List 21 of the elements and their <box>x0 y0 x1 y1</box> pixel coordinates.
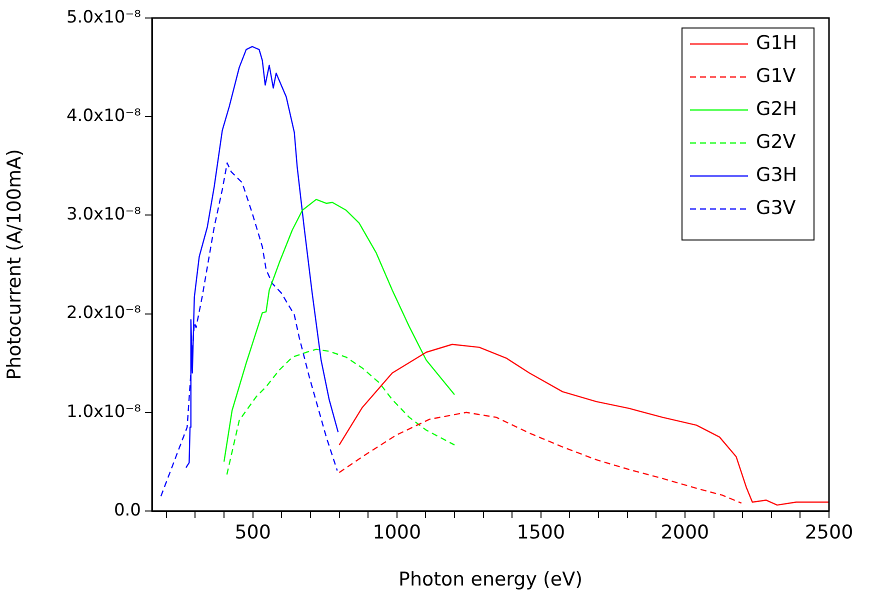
y-axis-title: Photocurrent (A/100mA) <box>3 149 26 380</box>
line-series <box>226 348 456 476</box>
y-tick-label: 1.0x10⁻⁸ <box>66 402 142 422</box>
legend-label: G3V <box>756 196 796 219</box>
x-tick-label: 1500 <box>516 521 566 544</box>
x-tick-label: 500 <box>234 521 271 544</box>
legend-label: G1V <box>756 64 796 87</box>
line-series <box>338 412 742 504</box>
x-axis-title: Photon energy (eV) <box>398 568 583 591</box>
x-tick-label: 1000 <box>372 521 422 544</box>
y-tick-label: 3.0x10⁻⁸ <box>66 204 142 225</box>
legend-label: G3H <box>756 164 798 186</box>
y-tick-label: 4.0x10⁻⁸ <box>66 106 142 126</box>
legend-label: G2H <box>756 98 798 120</box>
y-tick-label: 0.0 <box>114 500 141 520</box>
y-tick-label: 2.0x10⁻⁸ <box>66 303 142 324</box>
y-tick-label: 5.0x10⁻⁸ <box>66 7 142 28</box>
x-tick-label: 2500 <box>804 521 854 544</box>
x-tick-label: 2000 <box>660 521 710 544</box>
legend-label: G1H <box>756 32 798 54</box>
legend-label: G2V <box>756 130 796 153</box>
